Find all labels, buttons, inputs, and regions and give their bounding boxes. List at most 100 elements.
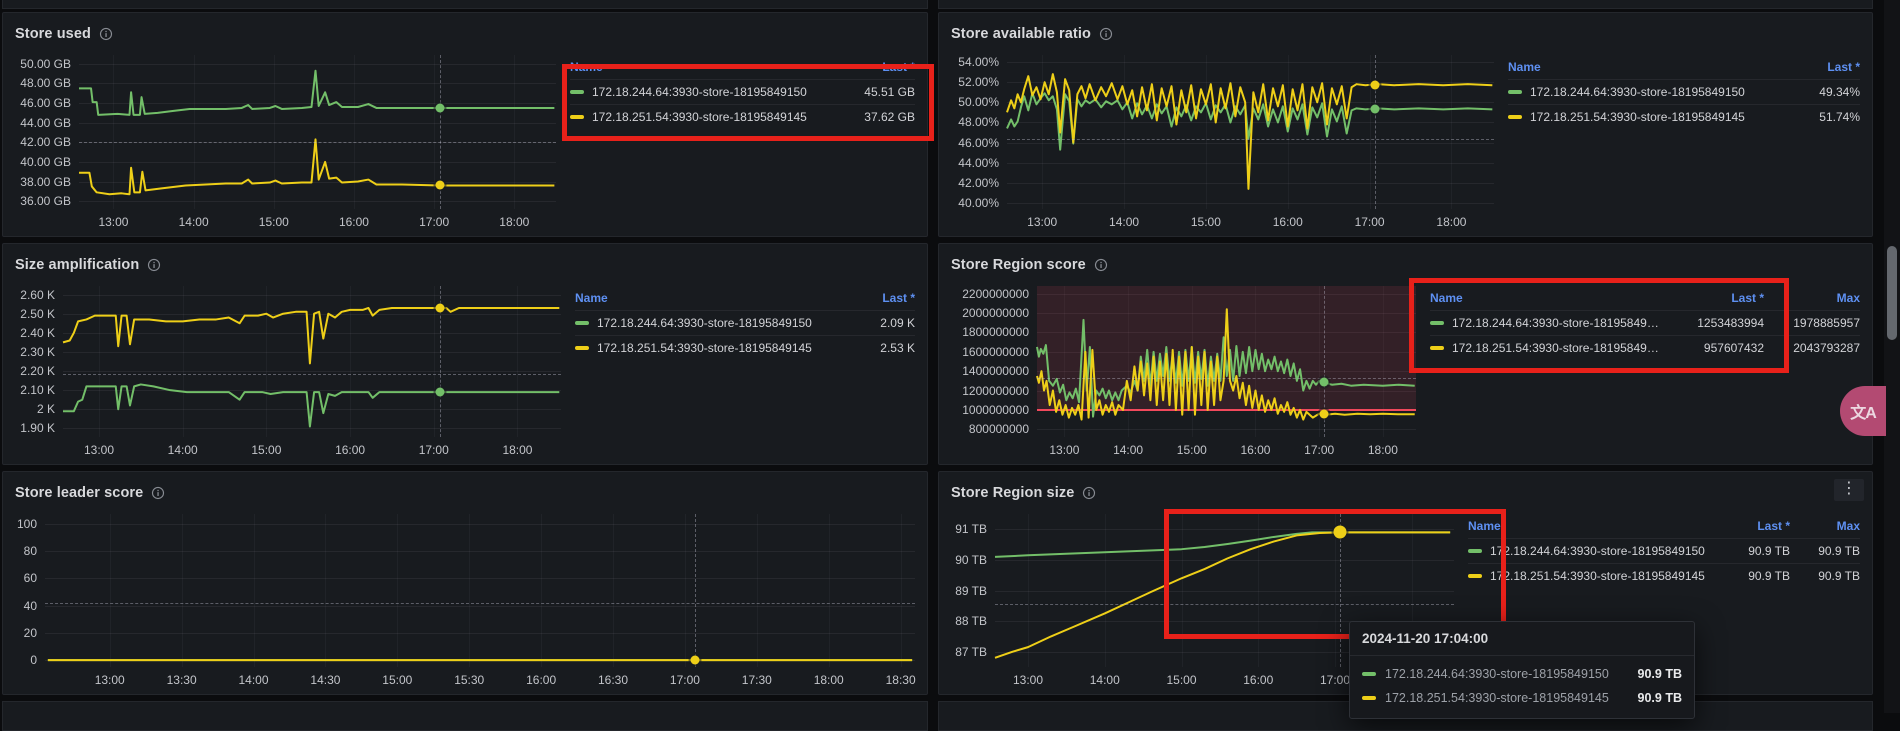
y-axis-tick-label: 40.00% — [958, 195, 999, 210]
info-icon[interactable] — [1099, 27, 1113, 41]
panel-title[interactable]: Size amplification — [15, 257, 140, 273]
crosshair-vertical — [1323, 286, 1325, 437]
legend-series-name[interactable]: 172.18.251.54:3930-store-18195849145 — [1468, 569, 1714, 583]
legend-column-header[interactable]: Max — [1836, 519, 1860, 533]
x-axis-tick-label: 17:00 — [669, 673, 700, 687]
legend-column-header[interactable]: Name — [575, 291, 608, 305]
y-axis-tick-label: 91 TB — [955, 522, 987, 537]
y-axis-tick-label: 44.00 GB — [20, 115, 71, 130]
legend-value: 2043793287 — [1793, 341, 1860, 355]
legend-column-header[interactable]: Last * — [882, 60, 915, 74]
grid-line — [1042, 55, 1044, 209]
grid-line — [273, 55, 275, 209]
legend-column-header[interactable]: Name — [570, 60, 603, 74]
info-icon[interactable] — [151, 486, 165, 500]
info-icon[interactable] — [1094, 258, 1108, 272]
legend-series-name[interactable]: 172.18.244.64:3930-store-18195849150 — [1508, 85, 1790, 99]
x-axis-tick-label: 14:00 — [167, 443, 198, 457]
x-axis-tick-label: 13:00 — [1049, 443, 1080, 457]
info-icon[interactable] — [147, 258, 161, 272]
grid-line — [45, 578, 915, 580]
panel-menu-icon[interactable]: ⋮ — [1834, 479, 1864, 501]
y-axis: 40.00% 42.00% 44.00% 46.00% 48.00% 50.00% 52.0… — [951, 55, 1007, 210]
crosshair-horizontal — [45, 602, 915, 604]
panel-header: Store used — [3, 13, 927, 49]
grid-line — [63, 371, 561, 373]
legend-column-header[interactable]: Last * — [882, 291, 915, 305]
grid-line — [1007, 62, 1494, 64]
legend-series-name[interactable]: 172.18.251.54:3930-store-18195849145 — [570, 110, 827, 124]
info-icon[interactable] — [99, 27, 113, 41]
legend-series-name[interactable]: 172.18.251.54:3930-store-18195849145 — [1430, 341, 1660, 355]
legend-row: 172.18.244.64:3930-store-18195849150 2.09… — [575, 310, 915, 335]
chart-plot-area[interactable]: 13:00 14:00 15:00 16:00 17:00 18:00 — [79, 55, 556, 229]
grid-line — [1258, 514, 1260, 667]
legend-series-name[interactable]: 172.18.251.54:3930-store-18195849145 — [1508, 110, 1790, 124]
x-axis-tick-label: 13:00 — [1027, 215, 1058, 229]
panel-title[interactable]: Store available ratio — [951, 26, 1091, 42]
y-axis-tick-label: 2 K — [36, 402, 55, 417]
legend-value: 90.9 TB — [1748, 569, 1790, 583]
legend-series-name[interactable]: 172.18.244.64:3930-store-18195849150 — [1430, 316, 1660, 330]
y-axis-tick-label: 1600000000 — [962, 344, 1029, 359]
legend-column-header[interactable]: Name — [1468, 519, 1501, 533]
legend-value: 90.9 TB — [1748, 544, 1790, 558]
grid-line — [45, 605, 915, 607]
chart-plot-area[interactable]: 13:00 13:30 14:00 14:30 15:00 15:30 16:00 16:30… — [45, 514, 916, 687]
translate-button[interactable]: 文A — [1840, 386, 1886, 436]
x-axis-tick-label: 17:00 — [418, 443, 449, 457]
crosshair-horizontal — [1007, 139, 1494, 141]
chart-plot-area[interactable]: 13:00 14:00 15:00 16:00 17:00 18:00 — [1037, 286, 1416, 457]
grid-line — [350, 286, 352, 437]
legend-column-header[interactable]: Max — [1836, 291, 1860, 305]
crosshair-point — [1319, 377, 1329, 387]
grid-line — [79, 201, 556, 203]
scrollbar-thumb[interactable] — [1887, 246, 1897, 340]
panel-title[interactable]: Store leader score — [15, 485, 144, 501]
panel-title[interactable]: Store used — [15, 26, 91, 42]
legend: Name Last * 172.18.244.64:3930-store-18195… — [575, 286, 915, 360]
legend-series-name[interactable]: 172.18.244.64:3930-store-18195849150 — [570, 85, 827, 99]
x-axis-tick-label: 18:00 — [502, 443, 533, 457]
panel-header: Store available ratio — [939, 13, 1872, 49]
panel-store-region-score: Store Region score 800000000 1000000000 12… — [938, 243, 1873, 465]
legend-column-header[interactable]: Name — [1430, 291, 1463, 305]
legend: Name Last * Max 172.18.244.64:3930-store-18… — [1430, 286, 1860, 360]
y-axis-tick-label: 42.00% — [958, 175, 999, 190]
series-lines — [1037, 286, 1416, 437]
tooltip-row: 172.18.251.54:3930-store-18195849145 90.… — [1350, 686, 1694, 710]
legend-column-header[interactable]: Name — [1508, 60, 1541, 74]
grid-line — [1007, 82, 1494, 84]
legend-value: 957607432 — [1703, 341, 1764, 355]
translate-icon: 文A — [1850, 405, 1877, 422]
grid-line — [1007, 202, 1494, 204]
legend-series-name[interactable]: 172.18.244.64:3930-store-18195849150 — [575, 316, 845, 330]
y-axis-tick-label: 50.00% — [958, 95, 999, 110]
chart-plot-area[interactable]: 13:00 14:00 15:00 16:00 17:00 18:00 — [63, 286, 561, 457]
series-lines — [1007, 55, 1494, 209]
legend-value: 49.34% — [1819, 85, 1860, 99]
legend-column-header[interactable]: Last * — [1827, 60, 1860, 74]
legend-series-name[interactable]: 172.18.251.54:3930-store-18195849145 — [575, 341, 845, 355]
info-icon[interactable] — [1082, 486, 1096, 500]
legend-series-marker — [1430, 346, 1444, 350]
grid-line — [182, 286, 184, 437]
crosshair-point — [1370, 80, 1380, 90]
tooltip-timestamp: 2024-11-20 17:04:00 — [1350, 622, 1694, 656]
y-axis-tick-label: 2.50 K — [20, 306, 55, 321]
panel-title[interactable]: Store Region score — [951, 257, 1086, 273]
legend-column-header[interactable]: Last * — [1731, 291, 1764, 305]
series-lines — [63, 286, 561, 437]
scrollbar-track[interactable] — [1884, 0, 1900, 713]
chart-plot-area[interactable]: 13:00 14:00 15:00 16:00 17:00 18:00 — [1007, 55, 1494, 229]
legend-series-name[interactable]: 172.18.244.64:3930-store-18195849150 — [1468, 544, 1714, 558]
legend-column-header[interactable]: Last * — [1757, 519, 1790, 533]
x-axis-tick-label: 16:00 — [338, 215, 369, 229]
panel-title[interactable]: Store Region size — [951, 485, 1075, 501]
crosshair-point — [435, 180, 445, 190]
y-axis-tick-label: 1200000000 — [962, 383, 1029, 398]
tooltip-series-value: 90.9 TB — [1637, 691, 1682, 705]
grid-line — [900, 514, 902, 667]
y-axis-tick-label: 54.00% — [958, 55, 999, 70]
x-axis-tick-label: 18:30 — [885, 673, 916, 687]
